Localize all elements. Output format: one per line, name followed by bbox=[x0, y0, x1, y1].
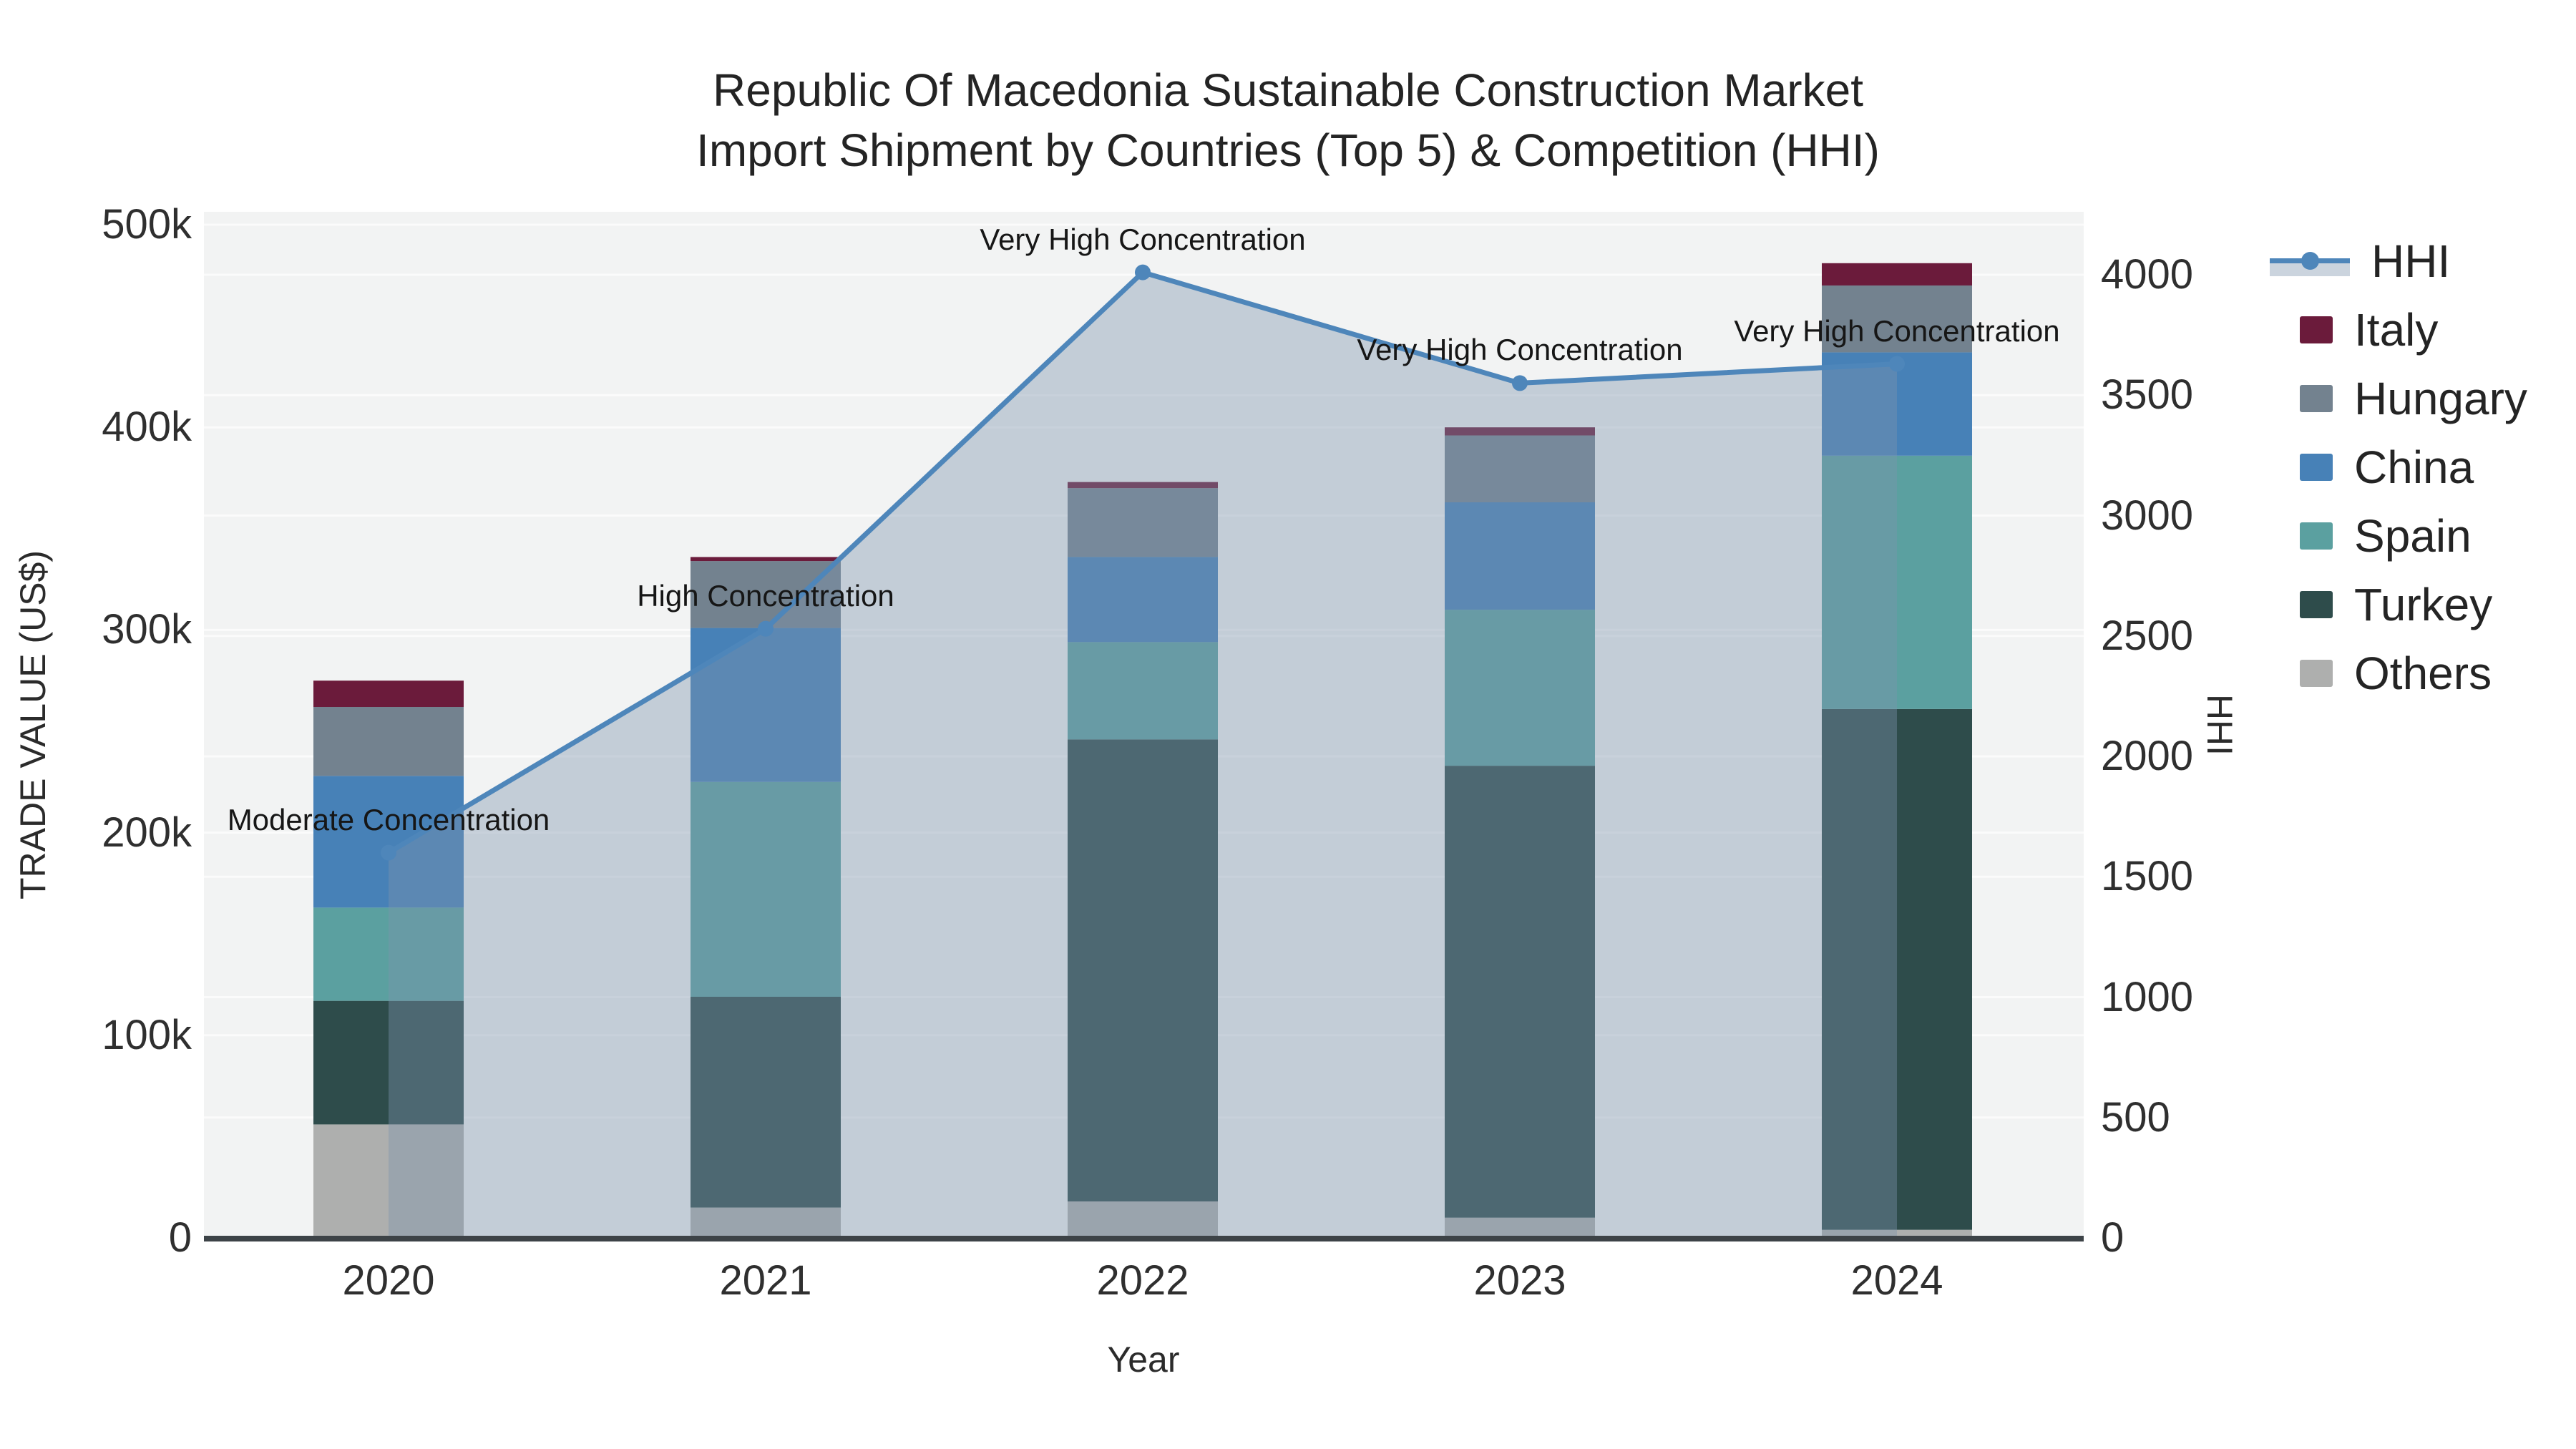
china-swatch-icon bbox=[2300, 454, 2333, 481]
legend: HHI Italy Hungary China Spain Turkey Others bbox=[2270, 227, 2527, 708]
bar-segment-italy-2022 bbox=[1068, 482, 1218, 489]
annotation-2023: Very High Concentration bbox=[1357, 333, 1683, 367]
y-left-tick-400k: 400k bbox=[102, 404, 192, 451]
hhi-marker-2024 bbox=[1889, 356, 1905, 372]
legend-item-china[interactable]: China bbox=[2270, 433, 2527, 502]
bar-segment-italy-2023 bbox=[1445, 427, 1595, 436]
bar-segment-turkey-2024 bbox=[1822, 708, 1972, 1230]
y-left-tick-500k: 500k bbox=[102, 201, 192, 248]
bar-segment-hungary-2022 bbox=[1068, 488, 1218, 557]
chart-title: Republic Of Macedonia Sustainable Constr… bbox=[0, 60, 2576, 180]
others-swatch-icon bbox=[2300, 660, 2333, 687]
bar-segment-turkey-2022 bbox=[1068, 739, 1218, 1202]
bar-segment-others-2024 bbox=[1822, 1229, 1972, 1238]
bar-segment-china-2022 bbox=[1068, 557, 1218, 643]
y-right-tick-4000: 4000 bbox=[2101, 251, 2194, 298]
bar-segment-china-2020 bbox=[313, 776, 464, 908]
bar-segment-turkey-2020 bbox=[313, 1000, 464, 1125]
x-tick-2023: 2023 bbox=[1473, 1257, 1566, 1304]
y-right-tick-1000: 1000 bbox=[2101, 973, 2194, 1020]
x-tick-2024: 2024 bbox=[1850, 1257, 1943, 1304]
bar-segment-hungary-2021 bbox=[691, 561, 841, 628]
y-left-tick-300k: 300k bbox=[102, 606, 192, 653]
bar-segment-others-2022 bbox=[1068, 1201, 1218, 1238]
bar-segment-spain-2023 bbox=[1445, 610, 1595, 766]
legend-item-turkey[interactable]: Turkey bbox=[2270, 570, 2527, 639]
y-right-tick-2500: 2500 bbox=[2101, 612, 2194, 659]
bar-segment-spain-2020 bbox=[313, 907, 464, 1001]
spain-swatch-icon bbox=[2300, 522, 2333, 550]
bar-segment-china-2021 bbox=[691, 628, 841, 782]
chart-title-line2: Import Shipment by Countries (Top 5) & C… bbox=[696, 125, 1880, 176]
annotation-2020: Moderate Concentration bbox=[227, 802, 550, 836]
hhi-marker-2021 bbox=[758, 620, 774, 637]
hhi-marker-2023 bbox=[1512, 375, 1528, 391]
bar-segment-spain-2022 bbox=[1068, 642, 1218, 740]
legend-label-spain: Spain bbox=[2354, 510, 2472, 562]
legend-item-italy[interactable]: Italy bbox=[2270, 296, 2527, 364]
legend-label-hhi: HHI bbox=[2371, 235, 2451, 287]
bar-segment-spain-2024 bbox=[1822, 455, 1972, 709]
bar-segment-hungary-2020 bbox=[313, 707, 464, 776]
y-right-tick-1500: 1500 bbox=[2101, 853, 2194, 900]
bar-segment-spain-2021 bbox=[691, 781, 841, 997]
x-axis-title: Year bbox=[1107, 1340, 1180, 1380]
bar-segment-turkey-2023 bbox=[1445, 766, 1595, 1218]
annotation-2024: Very High Concentration bbox=[1734, 313, 2060, 348]
x-axis-line bbox=[204, 1236, 2084, 1241]
legend-item-spain[interactable]: Spain bbox=[2270, 502, 2527, 570]
bar-segment-italy-2021 bbox=[691, 557, 841, 562]
y-right-tick-500: 500 bbox=[2101, 1093, 2170, 1141]
y-left-tick-200k: 200k bbox=[102, 809, 192, 856]
legend-label-hungary: Hungary bbox=[2354, 373, 2527, 424]
annotation-2022: Very High Concentration bbox=[980, 222, 1306, 256]
x-tick-2020: 2020 bbox=[342, 1257, 435, 1304]
turkey-swatch-icon bbox=[2300, 591, 2333, 618]
legend-label-others: Others bbox=[2354, 648, 2492, 699]
bar-segment-others-2020 bbox=[313, 1124, 464, 1238]
bar-segment-others-2023 bbox=[1445, 1217, 1595, 1238]
y-left-tick-100k: 100k bbox=[102, 1011, 192, 1058]
y-right-tick-2000: 2000 bbox=[2101, 733, 2194, 779]
legend-item-hungary[interactable]: Hungary bbox=[2270, 364, 2527, 433]
bar-segment-hungary-2024 bbox=[1822, 285, 1972, 353]
bar-segment-china-2023 bbox=[1445, 502, 1595, 610]
legend-item-others[interactable]: Others bbox=[2270, 639, 2527, 708]
y-right-tick-0: 0 bbox=[2101, 1214, 2124, 1261]
hhi-marker-2020 bbox=[381, 844, 396, 861]
bar-segment-italy-2020 bbox=[313, 680, 464, 708]
hhi-area bbox=[389, 272, 1897, 1238]
x-tick-2022: 2022 bbox=[1096, 1257, 1189, 1304]
y-axis-title-right: HHI bbox=[2200, 693, 2240, 756]
bar-segment-others-2021 bbox=[691, 1207, 841, 1238]
bar-segment-hungary-2023 bbox=[1445, 435, 1595, 502]
bar-segment-turkey-2021 bbox=[691, 996, 841, 1208]
hhi-line-icon bbox=[2270, 240, 2350, 283]
y-left-tick-0: 0 bbox=[168, 1214, 192, 1261]
y-right-tick-3500: 3500 bbox=[2101, 371, 2194, 419]
x-tick-2021: 2021 bbox=[719, 1257, 812, 1304]
y-right-tick-3000: 3000 bbox=[2101, 492, 2194, 539]
legend-label-turkey: Turkey bbox=[2354, 579, 2493, 630]
chart-title-line1: Republic Of Macedonia Sustainable Constr… bbox=[713, 64, 1863, 116]
hungary-swatch-icon bbox=[2300, 385, 2333, 412]
hhi-marker-2022 bbox=[1135, 264, 1151, 280]
legend-item-hhi[interactable]: HHI bbox=[2270, 227, 2527, 296]
legend-label-china: China bbox=[2354, 441, 2474, 493]
bar-segment-italy-2024 bbox=[1822, 263, 1972, 286]
annotation-2021: High Concentration bbox=[637, 578, 894, 613]
italy-swatch-icon bbox=[2300, 316, 2333, 343]
legend-label-italy: Italy bbox=[2354, 304, 2439, 356]
